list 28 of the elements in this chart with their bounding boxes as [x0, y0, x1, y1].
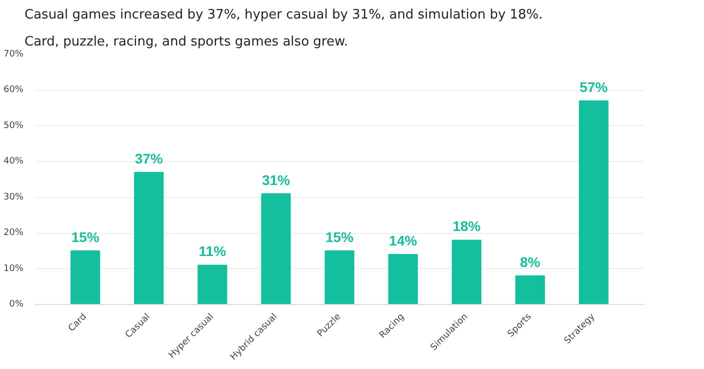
data-label: 37% — [134, 150, 164, 166]
y-tick-label: 30% — [3, 192, 24, 202]
bar — [261, 193, 291, 304]
bar — [134, 172, 164, 304]
y-tick-label: 70% — [3, 50, 24, 60]
data-label: 18% — [452, 218, 482, 234]
y-tick-label: 10% — [3, 264, 24, 274]
data-label: 15% — [325, 228, 354, 245]
data-label: 11% — [198, 243, 227, 260]
data-label: 15% — [71, 228, 100, 245]
chart-subtitle: Card, puzzle, racing, and sports games also grew. — [24, 34, 348, 50]
data-label: 57% — [580, 78, 608, 95]
y-tick-label: 50% — [3, 120, 24, 131]
bar — [324, 250, 354, 304]
data-label: 14% — [389, 232, 418, 248]
data-label: 31% — [262, 172, 291, 188]
bar — [578, 100, 608, 304]
bar — [388, 254, 418, 304]
chart-title: Casual games increased by 37%, hyper casual by 31%, and simulation by 18%. — [24, 8, 543, 22]
bar — [198, 264, 228, 304]
y-tick-label: 60% — [3, 85, 24, 96]
bar — [515, 275, 545, 304]
data-label: 8% — [520, 254, 541, 270]
y-tick-label: 20% — [3, 228, 24, 238]
y-tick-label: 0% — [9, 300, 24, 310]
bar — [452, 240, 482, 304]
bar — [70, 250, 100, 304]
y-tick-label: 40% — [3, 156, 24, 167]
